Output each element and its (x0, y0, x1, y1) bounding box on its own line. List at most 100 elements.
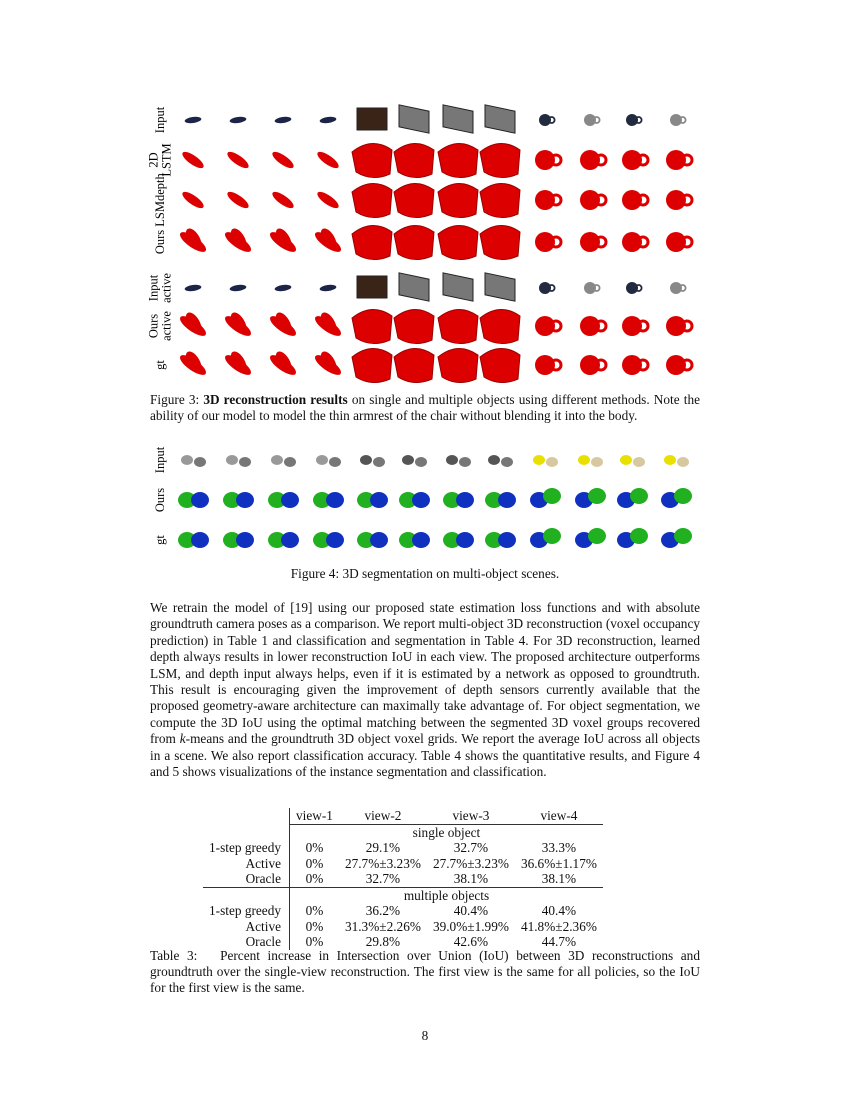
row-label-line: gt (153, 360, 167, 370)
table-cell: 29.1% (365, 840, 401, 855)
object (274, 284, 292, 292)
object (412, 492, 430, 508)
object (275, 312, 292, 335)
object (670, 282, 682, 294)
object (227, 151, 249, 169)
object (547, 116, 556, 124)
row-label: Input (153, 446, 167, 473)
object (591, 457, 603, 467)
object (437, 143, 479, 178)
row-label-line: active (160, 273, 174, 303)
object (539, 282, 551, 294)
caption-bold: 3D reconstruction results (203, 392, 348, 407)
table-row: Active 0% 31.3%±2.26% 39.0%±1.99% 41.8%±2.36… (203, 918, 603, 934)
section-row: multiple objects (203, 886, 603, 903)
object (680, 235, 694, 249)
object (459, 457, 471, 467)
table-cell: 29.8% (365, 934, 401, 949)
row-label: Ours (153, 230, 167, 254)
row-label: LSMdepth (153, 173, 167, 227)
object (320, 312, 337, 335)
section-title: multiple objects (289, 886, 603, 903)
object (578, 455, 590, 465)
table-cell: 38.1% (453, 871, 489, 886)
table-cell: 27.7%±3.23% (344, 855, 421, 871)
object (620, 455, 632, 465)
row-label-line: active (160, 311, 174, 341)
object (588, 488, 606, 504)
object (268, 532, 286, 548)
object (274, 116, 292, 124)
object (479, 309, 521, 344)
row-label: gt (153, 535, 167, 545)
object (549, 235, 563, 249)
figure-3-caption: Figure 3: 3D reconstruction results on s… (150, 392, 700, 424)
table-cell: 38.1% (541, 871, 577, 886)
table-cell: 33.3% (541, 840, 577, 855)
header-cell: view-1 (289, 808, 339, 825)
object (443, 492, 461, 508)
object (326, 532, 344, 548)
object (488, 455, 500, 465)
object (677, 457, 689, 467)
object (399, 492, 417, 508)
object (674, 528, 692, 544)
text: We retrain the model of [19] using our p… (150, 600, 700, 747)
object (479, 348, 521, 383)
section-row: single object (203, 824, 603, 840)
text-italic: k (179, 731, 186, 747)
object (539, 114, 551, 126)
caption-text: Percent increase in Intersection over Un… (150, 948, 700, 995)
object (442, 272, 474, 302)
row-label: Ours active (147, 311, 174, 341)
object (351, 348, 393, 383)
object (594, 153, 608, 167)
object (584, 114, 596, 126)
row-label: Ours (153, 488, 167, 512)
table-cell: 32.7% (365, 871, 401, 886)
object (580, 316, 600, 336)
label-cell (203, 824, 290, 840)
object (226, 455, 238, 465)
object (549, 193, 563, 207)
object (351, 143, 393, 178)
object (275, 228, 292, 251)
object (399, 532, 417, 548)
table-cell: 0% (305, 903, 324, 918)
object (636, 193, 650, 207)
object (678, 116, 687, 124)
object (479, 225, 521, 260)
object (370, 532, 388, 548)
row-label: Oracle (203, 934, 290, 950)
header-cell: view-2 (338, 808, 427, 825)
object (185, 351, 202, 374)
object (549, 358, 563, 372)
object (543, 528, 561, 544)
object (626, 282, 638, 294)
object (622, 232, 642, 252)
object (398, 272, 430, 302)
object (443, 532, 461, 548)
object (678, 284, 687, 292)
object (484, 104, 516, 134)
row-label: 1-step greedy (203, 903, 290, 919)
table-row: Oracle 0% 29.8% 42.6% 44.7% (203, 934, 603, 950)
object (535, 190, 555, 210)
object (485, 492, 503, 508)
object (272, 151, 294, 169)
object (666, 355, 686, 375)
object (592, 284, 601, 292)
object (268, 492, 286, 508)
object (634, 116, 643, 124)
object (317, 191, 339, 209)
corner-cell (203, 808, 290, 824)
table-cell: 32.7% (453, 840, 489, 855)
object (626, 114, 638, 126)
object (549, 319, 563, 333)
object (281, 492, 299, 508)
object (402, 455, 414, 465)
caption-label: Table 3: (150, 948, 198, 963)
table-cell: 44.7% (541, 934, 577, 949)
table-row: Oracle 0% 32.7% 38.1% 38.1% (203, 871, 603, 887)
figure-4: Input Ours gt (153, 446, 692, 548)
